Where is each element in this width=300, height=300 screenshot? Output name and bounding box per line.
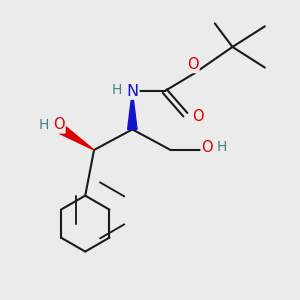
Polygon shape	[128, 91, 137, 129]
Polygon shape	[59, 125, 94, 150]
Text: H: H	[112, 82, 122, 97]
Text: O: O	[53, 118, 64, 133]
Text: O: O	[187, 57, 199, 72]
Text: O: O	[192, 109, 203, 124]
Text: N: N	[126, 84, 138, 99]
Text: H: H	[217, 140, 227, 154]
Text: H: H	[38, 118, 49, 132]
Text: O: O	[202, 140, 213, 154]
